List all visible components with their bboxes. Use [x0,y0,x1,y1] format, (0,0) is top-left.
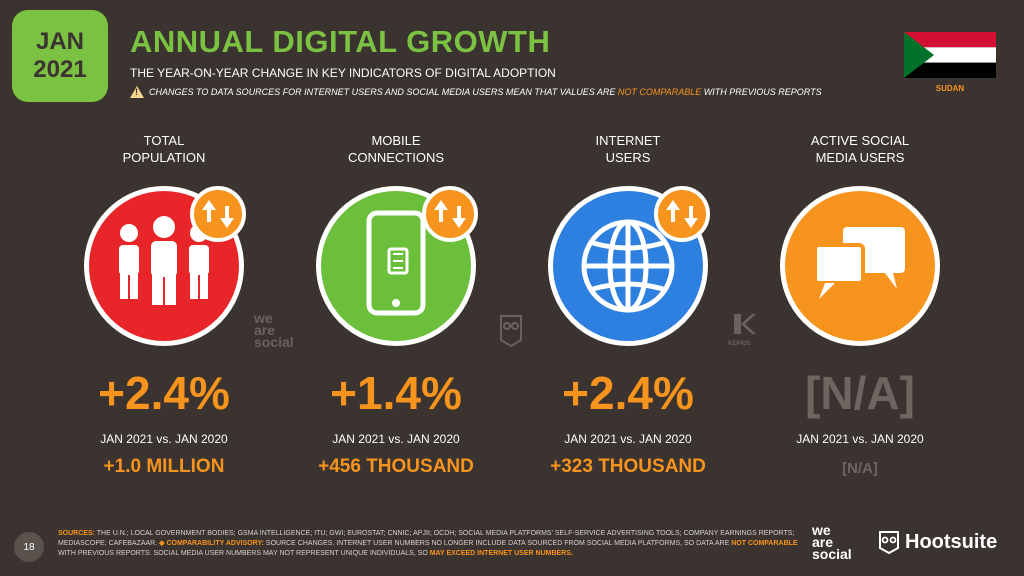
internet-growth-value: +2.4% [562,367,694,419]
date-badge: JAN 2021 [12,10,108,102]
people-icon [119,216,209,305]
warning-text-accent: NOT COMPARABLE [617,87,702,97]
social-circle [780,186,940,346]
growth-updown-icon [190,186,246,242]
sudan-flag-icon [904,32,996,78]
advisory-text-2: WITH PREVIOUS REPORTS. SOCIAL MEDIA USER… [58,550,430,557]
population-growth-value: +2.4% [98,367,230,419]
social-growth-value: [N/A] [805,367,915,419]
page-number: 18 [14,532,44,562]
footer-sources: SOURCES: THE U.N.; LOCAL GOVERNMENT BODI… [58,529,798,559]
kepios-label: KEPIOS [728,341,751,347]
column-label: MOBILE CONNECTIONS [347,133,445,165]
mobile-absolute-change: +456 THOUSAND [318,456,474,477]
hootsuite-logo: Hootsuite [878,530,997,554]
mobile-growth-value: +1.4% [330,367,462,419]
warning-icon [130,86,144,98]
badge-year: 2021 [33,56,87,83]
column-label: TOTAL POPULATION [122,133,206,165]
internet-absolute-change: +323 THOUSAND [550,456,706,477]
internet-circle [548,186,708,346]
population-period: JAN 2021 vs. JAN 2020 [100,432,228,446]
hootsuite-wordmark: Hootsuite [905,530,998,553]
chat-bubbles-icon [813,227,905,299]
page-title: ANNUAL DIGITAL GROWTH [130,24,551,59]
warning-text-prefix: CHANGES TO DATA SOURCES FOR INTERNET USE… [149,87,618,97]
page-subtitle: THE YEAR-ON-YEAR CHANGE IN KEY INDICATOR… [130,66,556,80]
advisory-accent: NOT COMPARABLE [731,540,798,547]
badge-month: JAN [35,28,84,55]
hootsuite-owl-icon [879,531,899,554]
column-label: ACTIVE SOCIAL MEDIA USERS [810,133,910,165]
globe-icon [581,219,675,313]
population-absolute-change: +1.0 MILLION [103,456,225,477]
warning-text-suffix: WITH PREVIOUS REPORTS [701,87,822,97]
column-internet: INTERNET USERS [518,132,738,172]
mobile-phone-icon [366,210,426,316]
column-social: ACTIVE SOCIAL MEDIA USERS [750,132,970,172]
growth-updown-icon [654,186,710,242]
advisory-accent-2: MAY EXCEED INTERNET USER NUMBERS. [429,550,573,557]
growth-updown-icon [422,186,478,242]
mobile-period: JAN 2021 vs. JAN 2020 [332,432,460,446]
column-label: INTERNET USERS [595,133,661,165]
we-are-social-logo: we are social [812,522,852,562]
country-label: SUDAN [935,84,965,93]
kepios-watermark-icon [734,314,756,334]
population-circle [84,186,244,346]
column-population: TOTAL POPULATION [54,132,274,172]
sources-label: SOURCES: [58,530,95,537]
internet-period: JAN 2021 vs. JAN 2020 [564,432,692,446]
hootsuite-owl-watermark-icon [500,315,522,348]
sources-text: THE U.N.; LOCAL GOVERNMENT BODIES; GSMA … [58,530,795,547]
advisory-label: ◆ COMPARABILITY ADVISORY: [159,540,264,547]
column-mobile: MOBILE CONNECTIONS [286,132,506,172]
social-absolute-change: [N/A] [842,460,878,477]
comparability-warning: CHANGES TO DATA SOURCES FOR INTERNET USE… [130,86,822,98]
social-period: JAN 2021 vs. JAN 2020 [796,432,924,446]
advisory-text: SOURCE CHANGES. INTERNET USER NUMBERS NO… [263,540,732,547]
we-are-social-watermark: we are social [254,310,294,350]
